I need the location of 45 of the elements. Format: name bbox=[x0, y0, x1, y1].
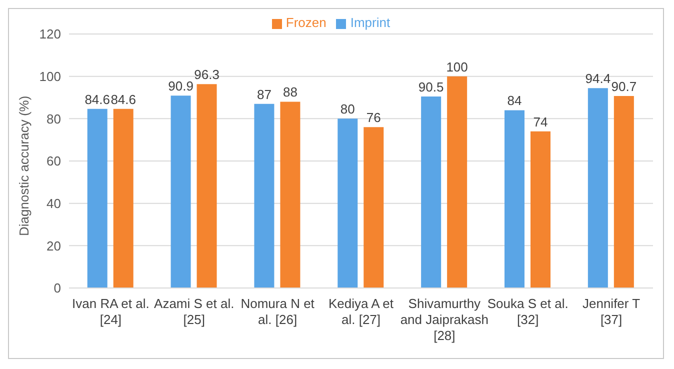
data-label: 80 bbox=[340, 102, 355, 117]
x-tick-label: Shivamurthy and Jaiprakash [28] bbox=[400, 296, 489, 343]
x-tick-label: Jennifer T [37] bbox=[582, 296, 640, 327]
bar bbox=[447, 76, 468, 288]
bar bbox=[87, 108, 108, 288]
data-label: 87 bbox=[256, 86, 272, 102]
bar bbox=[504, 110, 524, 288]
data-label: 76 bbox=[366, 110, 381, 126]
data-label: 90.5 bbox=[418, 79, 444, 94]
bar bbox=[254, 104, 274, 288]
y-tick-label: 100 bbox=[39, 68, 61, 84]
data-label: 90.9 bbox=[168, 78, 194, 94]
bar bbox=[280, 102, 300, 288]
data-label: 84.6 bbox=[110, 92, 136, 107]
y-tick-label: 120 bbox=[39, 26, 61, 42]
x-tick-label: Kediya A et al. [27] bbox=[328, 296, 394, 327]
bar bbox=[196, 84, 217, 288]
data-label: 96.3 bbox=[194, 67, 220, 82]
x-tick-label: Souka S et al. [32] bbox=[487, 296, 568, 327]
data-label: 100 bbox=[446, 59, 468, 74]
bar bbox=[530, 131, 550, 288]
legend-label: Frozen bbox=[286, 15, 326, 30]
data-label: 74 bbox=[533, 114, 548, 130]
bar bbox=[170, 96, 191, 288]
bar bbox=[364, 127, 384, 288]
x-tick-label: Azami S et al. [25] bbox=[154, 296, 234, 327]
y-tick-label: 60 bbox=[46, 154, 61, 169]
data-label: 84 bbox=[507, 93, 522, 108]
y-tick-label: 80 bbox=[46, 111, 61, 126]
x-tick-label: Nomura N et al. [26] bbox=[240, 296, 315, 327]
y-tick-label: 20 bbox=[46, 238, 61, 254]
y-tick-label: 40 bbox=[46, 196, 61, 211]
x-tick-label: Ivan RA et al. [24] bbox=[72, 296, 150, 327]
y-tick-label: 0 bbox=[54, 280, 61, 296]
bar bbox=[421, 96, 442, 288]
bar bbox=[338, 118, 358, 288]
data-label: 88 bbox=[282, 84, 298, 100]
bar bbox=[588, 88, 608, 288]
data-label: 90.7 bbox=[611, 79, 637, 94]
bar bbox=[113, 108, 134, 288]
data-label: 84.6 bbox=[84, 92, 110, 107]
legend-label: Imprint bbox=[350, 15, 390, 30]
bar bbox=[614, 96, 634, 288]
y-axis-title: Diagnostic accuracy (%) bbox=[16, 96, 32, 236]
data-label: 94.4 bbox=[585, 71, 611, 86]
